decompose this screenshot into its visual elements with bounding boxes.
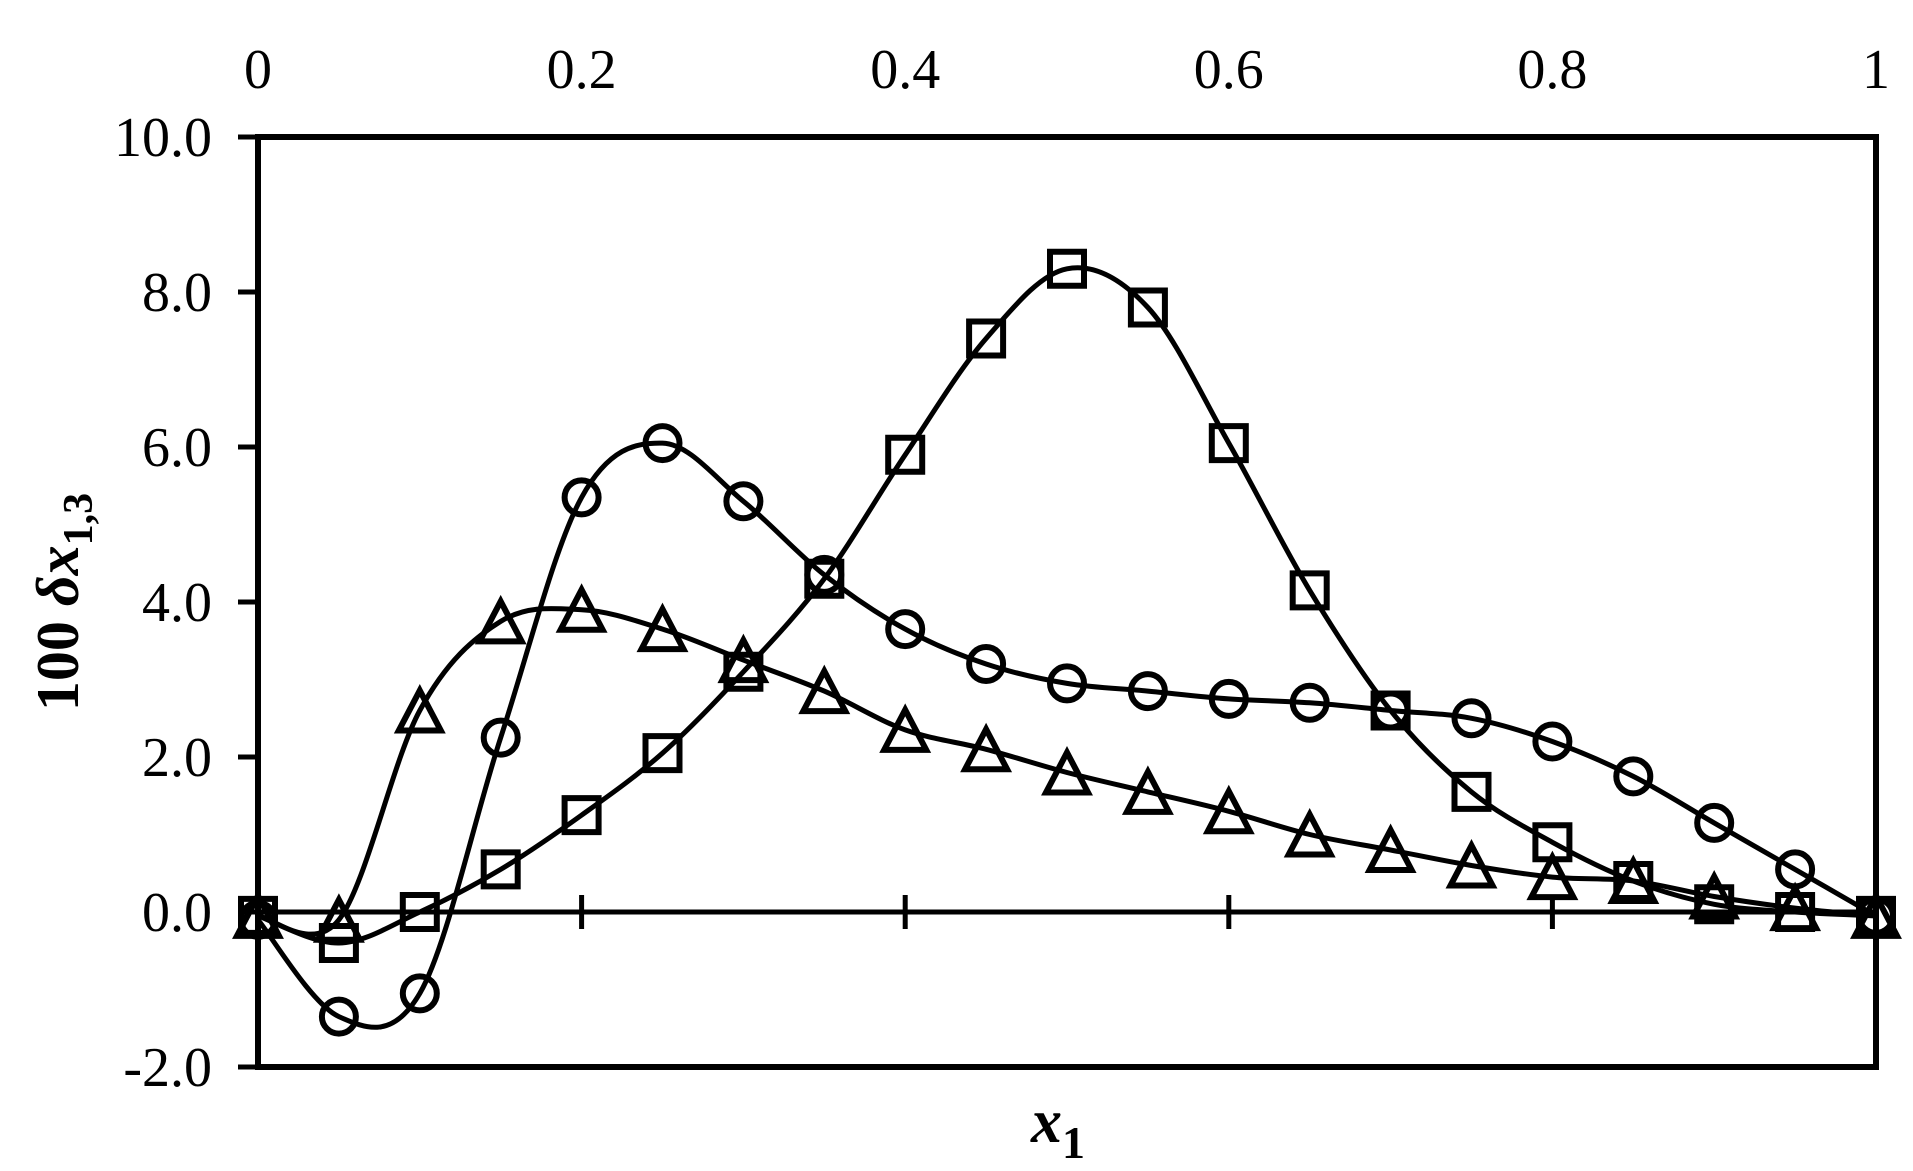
marker-circle bbox=[1047, 663, 1087, 704]
marker-square bbox=[561, 795, 602, 836]
marker-square bbox=[399, 892, 440, 932]
marker-triangle bbox=[232, 889, 284, 939]
y-tick-label-6.0: 6.0 bbox=[142, 417, 212, 479]
x-tick-label-1: 1 bbox=[1862, 39, 1890, 101]
x-tick-label-0.8: 0.8 bbox=[1517, 39, 1587, 101]
marker-triangle bbox=[312, 893, 365, 943]
marker-circle bbox=[1370, 690, 1411, 731]
marker-triangle bbox=[555, 583, 608, 633]
marker-triangle bbox=[717, 633, 770, 684]
marker-circle bbox=[804, 554, 845, 595]
y-tick-label-8.0: 8.0 bbox=[142, 262, 212, 324]
y-tick-label-4.0: 4.0 bbox=[142, 572, 212, 634]
marker-circle bbox=[885, 609, 926, 650]
marker-circle bbox=[1289, 682, 1330, 723]
marker-circle bbox=[1208, 678, 1249, 719]
marker-square bbox=[966, 318, 1007, 359]
marker-triangle bbox=[879, 703, 932, 753]
marker-triangle bbox=[960, 722, 1013, 773]
marker-triangle bbox=[474, 594, 527, 645]
marker-circle bbox=[723, 481, 764, 522]
marker-square bbox=[1127, 287, 1168, 328]
marker-triangle bbox=[1121, 765, 1174, 815]
marker-square bbox=[1208, 423, 1249, 464]
marker-square bbox=[1451, 771, 1492, 812]
marker-triangle bbox=[1526, 850, 1579, 901]
marker-circle bbox=[1451, 698, 1492, 739]
marker-triangle bbox=[393, 684, 446, 734]
marker-square bbox=[885, 434, 926, 475]
x-tick-label-0.4: 0.4 bbox=[870, 39, 940, 101]
marker-circle bbox=[1613, 756, 1654, 797]
marker-square bbox=[480, 849, 521, 890]
marker-triangle bbox=[1445, 839, 1498, 889]
marker-square bbox=[1047, 248, 1087, 289]
series-line-square-series bbox=[255, 265, 1879, 946]
marker-circle bbox=[561, 477, 602, 518]
marker-circle bbox=[1532, 721, 1573, 762]
marker-triangle bbox=[1041, 746, 1093, 796]
marker-square bbox=[1289, 570, 1330, 611]
marker-triangle bbox=[1850, 889, 1902, 939]
marker-circle bbox=[1694, 802, 1735, 843]
marker-triangle bbox=[798, 664, 851, 715]
marker-circle bbox=[966, 644, 1007, 684]
marker-circle bbox=[642, 423, 683, 464]
marker-triangle bbox=[636, 602, 689, 653]
y-tick-label-10.0: 10.0 bbox=[114, 107, 212, 169]
series-line-circle-series bbox=[255, 440, 1879, 1030]
y-tick-label-0.0: 0.0 bbox=[142, 882, 212, 944]
y-tick-label-2.0: 2.0 bbox=[142, 727, 212, 789]
y-tick-label--2.0: -2.0 bbox=[123, 1037, 212, 1099]
y-axis-title: 100 δx1,3 bbox=[25, 493, 102, 711]
marker-triangle bbox=[1364, 823, 1417, 873]
marker-circle bbox=[399, 973, 440, 1014]
marker-circle bbox=[1127, 671, 1168, 712]
marker-circle bbox=[480, 717, 521, 758]
marker-triangle bbox=[1688, 870, 1741, 920]
x-tick-label-0.2: 0.2 bbox=[547, 39, 617, 101]
marker-square bbox=[318, 923, 359, 963]
x-tick-label-0: 0 bbox=[244, 39, 272, 101]
x-axis-title: x1 bbox=[1030, 1088, 1085, 1166]
marker-square bbox=[642, 733, 683, 774]
x-tick-label-0.6: 0.6 bbox=[1194, 39, 1264, 101]
marker-circle bbox=[318, 996, 359, 1037]
marker-triangle bbox=[1202, 784, 1255, 835]
marker-triangle bbox=[1283, 808, 1336, 858]
marker-triangle bbox=[1607, 854, 1660, 904]
marker-triangle bbox=[1769, 881, 1822, 932]
